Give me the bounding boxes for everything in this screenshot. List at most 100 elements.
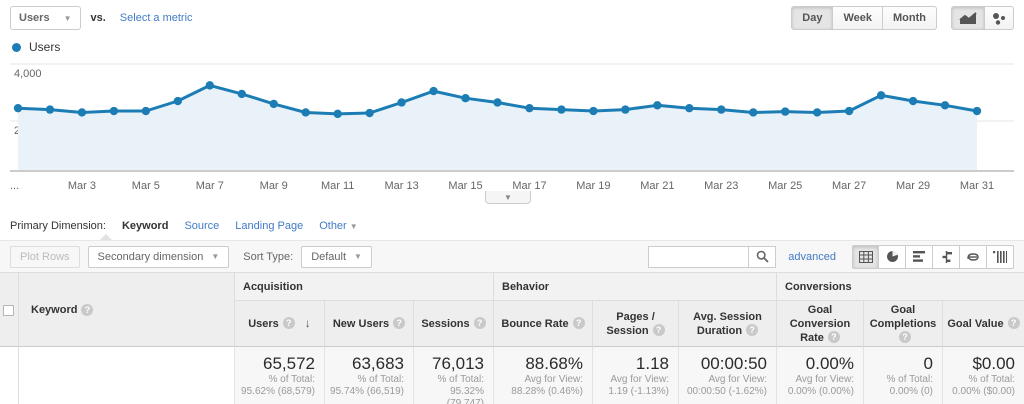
help-icon[interactable]: ?: [899, 330, 911, 343]
sort-type-dropdown[interactable]: Default ▼: [301, 245, 372, 268]
dimension-tab-source[interactable]: Source: [184, 220, 220, 232]
totals-goal-completions: 0 % of Total: 0.00% (0): [863, 346, 942, 404]
data-point[interactable]: [781, 107, 790, 116]
data-point[interactable]: [205, 81, 214, 90]
dimension-tab-keyword[interactable]: Keyword: [121, 220, 169, 232]
column-header-avg-session-duration[interactable]: Avg. Session Duration?: [678, 301, 776, 346]
column-header-pages-session[interactable]: Pages / Session?: [592, 301, 678, 346]
data-point[interactable]: [876, 91, 886, 100]
data-point[interactable]: [269, 99, 278, 109]
performance-view-icon: [912, 251, 925, 262]
data-point[interactable]: [940, 101, 950, 110]
granularity-day-button[interactable]: Day: [791, 6, 834, 30]
x-axis-label: Mar 7: [196, 180, 224, 192]
chart-legend: Users: [0, 36, 1024, 58]
column-header-keyword[interactable]: Keyword ?: [18, 273, 234, 346]
data-point[interactable]: [333, 109, 342, 119]
primary-dimension-bar: Primary Dimension: Keyword Source Landin…: [0, 204, 1024, 240]
percentage-view-button[interactable]: [879, 244, 906, 269]
data-point[interactable]: [365, 108, 374, 118]
metric-dropdown[interactable]: Users ▼: [10, 6, 81, 30]
column-header-users[interactable]: Users? ↓: [234, 301, 324, 346]
granularity-month-button[interactable]: Month: [883, 6, 937, 30]
select-all-checkbox[interactable]: [3, 305, 14, 316]
help-icon[interactable]: ?: [81, 303, 94, 316]
data-point[interactable]: [844, 106, 854, 116]
x-axis-label: Mar 17: [512, 180, 546, 192]
help-icon[interactable]: ?: [652, 323, 665, 336]
column-header-sessions[interactable]: Sessions?: [413, 301, 493, 346]
table-view-button[interactable]: [852, 244, 879, 269]
data-point[interactable]: [493, 98, 502, 107]
column-header-new-users[interactable]: New Users?: [324, 301, 413, 346]
search-input[interactable]: [648, 245, 749, 268]
column-header-goal-value[interactable]: Goal Value?: [942, 301, 1024, 346]
totals-sessions: 76,013 % of Total: 95.32% (79,747): [413, 346, 493, 404]
dimension-tab-landing-page[interactable]: Landing Page: [235, 220, 304, 232]
legend-label: Users: [29, 40, 61, 54]
help-icon[interactable]: ?: [282, 317, 295, 329]
totals-avg-session-duration: 00:00:50 Avg for View: 00:00:50 (-1.62%): [678, 346, 776, 404]
data-point[interactable]: [173, 96, 183, 106]
data-point[interactable]: [749, 108, 758, 117]
motion-chart-icon: [993, 12, 1005, 25]
table-view-icon: [858, 250, 873, 263]
search-button[interactable]: [748, 245, 777, 268]
help-icon[interactable]: ?: [473, 316, 486, 329]
help-icon[interactable]: ?: [827, 330, 840, 343]
data-point[interactable]: [589, 106, 598, 116]
column-header-goal-completions[interactable]: Goal Completions?: [863, 301, 942, 346]
help-icon[interactable]: ?: [1007, 316, 1020, 329]
data-point[interactable]: [109, 106, 119, 116]
column-header-goal-conversion-rate[interactable]: Goal Conversion Rate?: [776, 301, 863, 346]
data-point[interactable]: [621, 105, 630, 114]
data-point[interactable]: [685, 103, 694, 113]
x-axis-label: Mar 13: [384, 180, 418, 192]
data-point[interactable]: [557, 105, 566, 114]
line-chart-button[interactable]: [951, 6, 985, 30]
data-point[interactable]: [397, 98, 406, 107]
secondary-dimension-dropdown[interactable]: Secondary dimension ▼: [87, 245, 230, 268]
data-point[interactable]: [141, 106, 151, 116]
data-point[interactable]: [525, 103, 534, 113]
data-point[interactable]: [908, 96, 918, 106]
pivot-view-button[interactable]: [987, 244, 1014, 269]
data-point[interactable]: [77, 108, 87, 117]
help-icon[interactable]: ?: [572, 316, 585, 329]
chevron-down-icon: ▼: [354, 252, 362, 261]
motion-chart-button[interactable]: [985, 6, 1014, 30]
totals-keyword-cell: [18, 346, 234, 404]
data-point[interactable]: [237, 89, 246, 99]
column-header-bounce-rate[interactable]: Bounce Rate?: [493, 301, 592, 346]
advanced-search-link[interactable]: advanced: [788, 250, 836, 263]
granularity-week-button[interactable]: Week: [833, 6, 884, 30]
data-point[interactable]: [461, 94, 470, 103]
plot-rows-button[interactable]: Plot Rows: [10, 245, 80, 268]
data-point[interactable]: [13, 103, 23, 113]
select-metric-link[interactable]: Select a metric: [119, 12, 193, 24]
help-icon[interactable]: ?: [393, 316, 406, 329]
data-point[interactable]: [429, 86, 438, 96]
data-point[interactable]: [972, 106, 982, 116]
data-point[interactable]: [301, 108, 310, 117]
select-all-cell: [0, 273, 18, 346]
help-icon[interactable]: ?: [746, 323, 759, 336]
x-axis-label: ...: [10, 180, 19, 192]
dimension-tab-other-label: Other: [319, 220, 347, 232]
performance-view-button[interactable]: [906, 244, 933, 269]
term-cloud-view-button[interactable]: [960, 244, 987, 269]
table-toolbar: Plot Rows Secondary dimension ▼ Sort Typ…: [0, 240, 1024, 272]
data-point[interactable]: [45, 105, 55, 114]
keyword-header-label: Keyword: [31, 303, 78, 316]
chart-collapse-handle[interactable]: ▼: [485, 191, 531, 204]
dimension-tab-other[interactable]: Other ▼: [319, 220, 358, 232]
data-point[interactable]: [812, 108, 822, 117]
chevron-down-icon: ▼: [211, 252, 220, 261]
data-point[interactable]: [717, 105, 726, 114]
chart-toolbar: Users ▼ vs. Select a metric Day Week Mon…: [0, 0, 1024, 36]
data-point[interactable]: [653, 101, 662, 110]
comparison-view-button[interactable]: [933, 244, 960, 269]
